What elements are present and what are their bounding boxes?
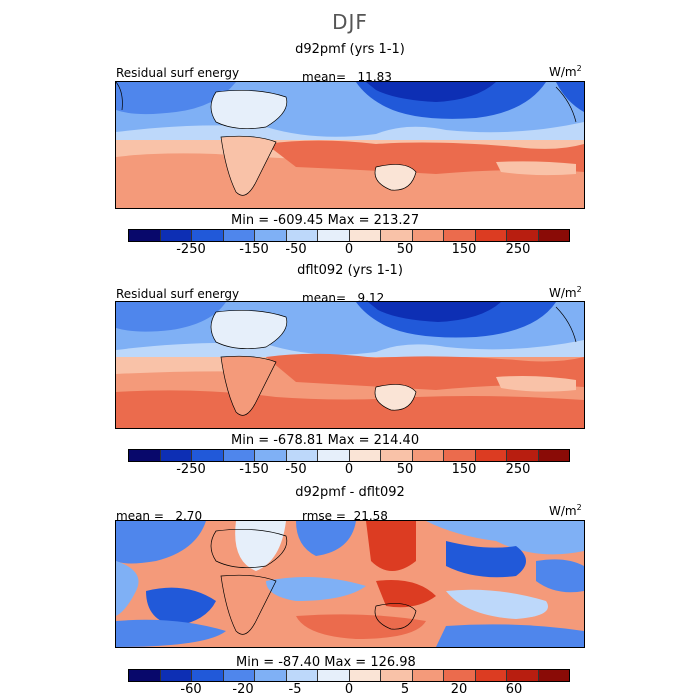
colorbar-swatch — [538, 230, 569, 241]
panel3-map — [115, 520, 585, 648]
panel1-minmax: Min = -609.45 Max = 213.27 — [231, 213, 420, 228]
colorbar-swatch — [286, 450, 318, 461]
colorbar-swatch — [475, 230, 507, 241]
figure-title: DJF — [332, 10, 368, 34]
colorbar-swatch — [412, 450, 444, 461]
panel1-tick: 250 — [505, 242, 531, 257]
panel1-tick: 50 — [396, 242, 414, 257]
panel2-variable-label: Residual surf energy — [116, 287, 240, 301]
panel3-rmse-label: rmse = — [302, 509, 346, 523]
panel3-minmax: Min = -87.40 Max = 126.98 — [236, 655, 416, 670]
panel3-title: d92pmf - dflt092 — [295, 485, 405, 500]
colorbar-swatch — [318, 230, 350, 241]
panel3-rmse: rmse = 21.58 — [302, 509, 388, 523]
panel1-tick: -250 — [176, 242, 206, 257]
colorbar-swatch — [412, 670, 444, 681]
panel1-mean: mean= 11.83 — [302, 70, 392, 84]
colorbar-swatch — [192, 450, 224, 461]
panel3-units: W/m2 — [549, 503, 582, 518]
colorbar-swatch — [223, 450, 255, 461]
panel3-mean: mean = 2.70 — [116, 509, 202, 523]
panel1-map — [115, 81, 585, 209]
panel3-colorbar — [128, 669, 570, 682]
colorbar-swatch — [223, 230, 255, 241]
panel3-tick: 5 — [400, 682, 410, 697]
colorbar-swatch — [444, 670, 476, 681]
panel3-max: 126.98 — [370, 655, 416, 670]
colorbar-swatch — [349, 450, 381, 461]
colorbar-swatch — [286, 230, 318, 241]
panel2-units: W/m2 — [549, 285, 582, 300]
panel3-min: -87.40 — [278, 655, 321, 670]
colorbar-swatch — [286, 670, 318, 681]
panel1-tick: -150 — [239, 242, 269, 257]
panel2-tick: -150 — [239, 462, 269, 477]
colorbar-swatch — [349, 230, 381, 241]
colorbar-swatch — [160, 670, 192, 681]
panel2-tick: 0 — [344, 462, 354, 477]
panel2-minmax: Min = -678.81 Max = 214.40 — [231, 433, 420, 448]
panel1-max: 213.27 — [373, 213, 420, 228]
panel3-tick: -20 — [232, 682, 254, 697]
panel1-mean-value: 11.83 — [357, 70, 392, 84]
panel2-tick: -250 — [176, 462, 206, 477]
panel1-heatmap — [116, 82, 584, 208]
panel3-mean-value: 2.70 — [175, 509, 203, 523]
panel1-title: d92pmf (yrs 1-1) — [295, 42, 405, 57]
panel1-mean-label: mean= — [302, 70, 347, 84]
colorbar-swatch — [507, 450, 539, 461]
colorbar-swatch — [223, 670, 255, 681]
colorbar-swatch — [129, 230, 161, 241]
panel2-colorbar — [128, 449, 570, 462]
colorbar-swatch — [381, 230, 413, 241]
panel3-tick: -5 — [288, 682, 302, 697]
panel2-tick: 150 — [451, 462, 477, 477]
colorbar-swatch — [538, 670, 569, 681]
colorbar-swatch — [538, 450, 569, 461]
panel1-min: -609.45 — [273, 213, 324, 228]
colorbar-swatch — [129, 670, 161, 681]
panel2-tick: 250 — [505, 462, 531, 477]
panel3-heatmap — [116, 521, 584, 647]
panel1-units: W/m2 — [549, 64, 582, 79]
panel1-tick: -50 — [285, 242, 307, 257]
colorbar-swatch — [507, 230, 539, 241]
colorbar-swatch — [255, 450, 287, 461]
panel3-tick: 60 — [505, 682, 523, 697]
panel2-map — [115, 301, 585, 429]
colorbar-swatch — [349, 670, 381, 681]
colorbar-swatch — [192, 230, 224, 241]
colorbar-swatch — [444, 450, 476, 461]
colorbar-swatch — [381, 450, 413, 461]
panel1-colorbar — [128, 229, 570, 242]
colorbar-swatch — [160, 230, 192, 241]
panel3-tick: 20 — [450, 682, 468, 697]
colorbar-swatch — [255, 230, 287, 241]
colorbar-swatch — [507, 670, 539, 681]
panel3-rmse-value: 21.58 — [353, 509, 388, 523]
panel2-max: 214.40 — [373, 433, 420, 448]
colorbar-swatch — [444, 230, 476, 241]
colorbar-swatch — [381, 670, 413, 681]
panel1-variable-label: Residual surf energy — [116, 66, 240, 80]
colorbar-swatch — [129, 450, 161, 461]
panel2-heatmap — [116, 302, 584, 428]
colorbar-swatch — [412, 230, 444, 241]
panel2-min: -678.81 — [273, 433, 324, 448]
colorbar-swatch — [160, 450, 192, 461]
panel2-title: dflt092 (yrs 1-1) — [297, 263, 403, 278]
colorbar-swatch — [475, 670, 507, 681]
colorbar-swatch — [255, 670, 287, 681]
colorbar-swatch — [318, 670, 350, 681]
panel2-tick: 50 — [396, 462, 414, 477]
panel1-tick: 0 — [344, 242, 354, 257]
colorbar-swatch — [318, 450, 350, 461]
colorbar-swatch — [192, 670, 224, 681]
panel1-tick: 150 — [451, 242, 477, 257]
panel3-tick: 0 — [344, 682, 354, 697]
panel3-tick: -60 — [180, 682, 202, 697]
colorbar-swatch — [475, 450, 507, 461]
panel2-tick: -50 — [285, 462, 307, 477]
panel3-mean-label: mean = — [116, 509, 164, 523]
